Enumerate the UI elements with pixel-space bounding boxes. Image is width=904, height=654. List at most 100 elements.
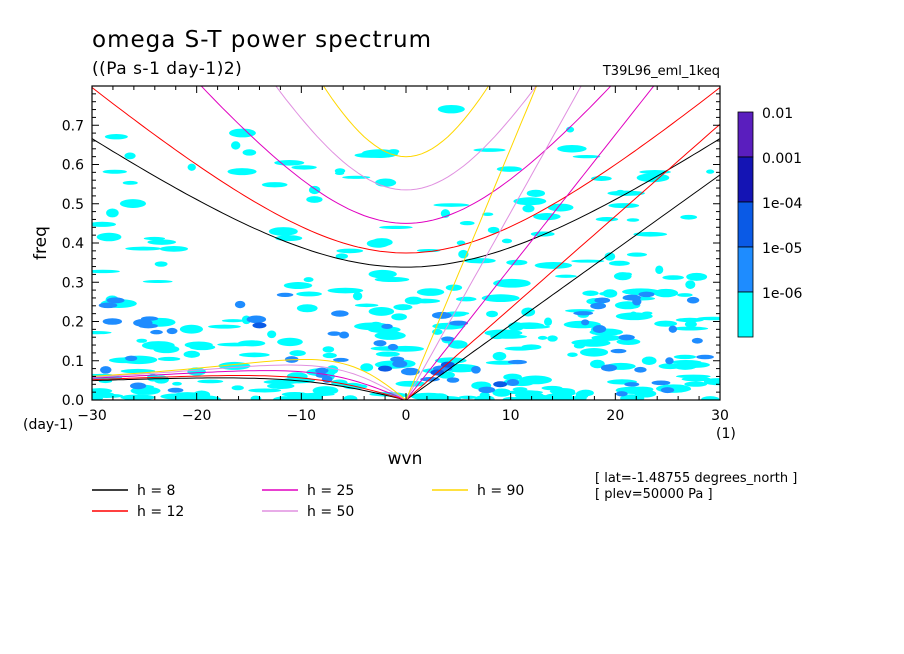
power-patch (504, 346, 535, 351)
x-tick-label: 0 (402, 408, 411, 424)
power-patch (526, 189, 546, 197)
power-patch-strong (373, 340, 387, 347)
power-patch (368, 269, 397, 279)
power-patch (277, 337, 303, 347)
legend-entry: h = 25 (307, 483, 354, 499)
power-patch-strong (638, 291, 655, 298)
power-patch (608, 260, 630, 266)
y-tick-label: 0.4 (62, 236, 84, 252)
power-patch (706, 169, 715, 174)
power-patch (616, 338, 641, 346)
power-patch (366, 239, 390, 248)
colorbar-segment (737, 246, 754, 293)
power-patch (662, 275, 684, 280)
power-patch-strong (106, 297, 125, 304)
power-patch (571, 259, 605, 263)
power-patch (96, 232, 122, 242)
power-patch-strong (150, 329, 163, 335)
power-patch (369, 321, 383, 328)
power-patch (159, 246, 189, 252)
power-patch (534, 261, 573, 269)
power-patch (557, 144, 587, 153)
power-patch (654, 320, 678, 327)
power-patch (522, 204, 535, 213)
power-patch (684, 320, 697, 328)
power-patch (361, 149, 399, 158)
power-patch (119, 199, 146, 208)
power-patch (445, 284, 463, 291)
power-patch (171, 392, 204, 400)
inertia-gravity-wave-h-90 (322, 86, 490, 158)
power-patch (509, 396, 531, 400)
power-patch-strong (471, 365, 481, 374)
power-patch (297, 392, 308, 400)
power-patch-strong (573, 311, 594, 316)
axis-tick-labels: −30 −20 −10 0 10 20 30 0.0 0.1 0.2 0.3 0.4 0.5 0.6 0.7 (62, 118, 729, 424)
power-patch-strong (624, 382, 640, 387)
power-patch-strong (441, 336, 455, 342)
colorbar-label: 0.001 (762, 151, 802, 167)
power-patch (675, 317, 704, 323)
power-patch (492, 388, 512, 397)
power-patch-strong (133, 318, 153, 327)
power-patch-strong (615, 391, 628, 397)
power-patch (613, 272, 632, 281)
power-patch (136, 338, 148, 343)
power-patch (322, 346, 335, 353)
power-patch (503, 373, 522, 381)
x-tick-label: 10 (502, 408, 520, 424)
power-patch (620, 394, 645, 400)
power-patch (486, 310, 498, 318)
power-patch (147, 239, 177, 245)
power-patch (92, 391, 114, 397)
power-patch (479, 391, 490, 398)
kelvin-wave-h-90 (405, 86, 538, 400)
power-patch (655, 265, 664, 275)
x-unit-label: (1) (716, 426, 736, 442)
power-patch (547, 335, 558, 342)
power-patch-strong (668, 325, 678, 333)
power-patch (456, 240, 466, 246)
latitude-note: [ lat=-1.48755 degrees_north ] (595, 471, 797, 486)
power-patch (458, 395, 477, 400)
power-patch (416, 248, 441, 253)
power-patch (514, 322, 545, 330)
y-tick-label: 0.2 (62, 315, 84, 331)
power-patch-peak (252, 322, 267, 329)
power-patch-strong (665, 357, 674, 365)
power-patch (626, 218, 640, 222)
power-patch (368, 307, 395, 316)
colorbar-segment (737, 156, 754, 203)
power-patch (636, 173, 670, 183)
power-patch (125, 246, 162, 251)
power-patch (172, 381, 182, 386)
power-patch (92, 331, 112, 335)
power-patch-peak (378, 365, 393, 372)
power-patch (575, 390, 589, 400)
x-tick-label: 30 (711, 408, 729, 424)
power-patch (120, 394, 156, 400)
power-patch (360, 363, 374, 372)
power-patch (559, 390, 576, 396)
power-patch (153, 345, 180, 354)
power-patch (283, 282, 313, 289)
power-patch-strong (246, 315, 267, 324)
power-patch (680, 214, 698, 220)
y-unit-label: (day-1) (23, 417, 73, 433)
power-patch (250, 395, 262, 400)
power-patch (231, 141, 241, 150)
x-tick-label: −10 (287, 408, 317, 424)
power-patch (604, 252, 616, 261)
power-patch (267, 330, 277, 339)
power-patch (411, 394, 424, 398)
power-patch (343, 395, 358, 400)
power-patch-strong (234, 300, 246, 309)
power-patch-strong (590, 302, 607, 310)
colorbar-segment (737, 291, 754, 338)
rossby-wave-h-8 (92, 377, 407, 400)
power-patch (567, 352, 578, 357)
power-patch (375, 178, 397, 187)
power-patch (184, 341, 213, 349)
power-patch (473, 148, 506, 152)
